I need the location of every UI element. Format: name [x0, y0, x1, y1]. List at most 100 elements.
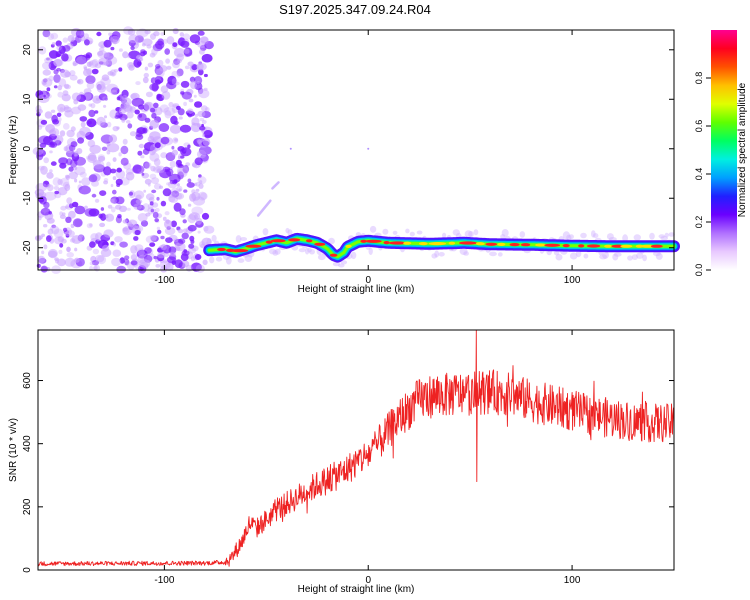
noise-blob — [149, 201, 154, 206]
noise-blob — [57, 117, 62, 122]
noise-blob — [147, 62, 154, 68]
noise-blob — [188, 243, 195, 249]
noise-blob — [63, 181, 70, 189]
signal-hotspot — [383, 241, 390, 245]
noise-blob — [79, 171, 87, 178]
noise-blob — [102, 96, 108, 101]
noise-blob — [81, 177, 91, 187]
halo-blob — [304, 247, 310, 255]
noise-blob — [110, 198, 117, 204]
noise-blob — [197, 87, 204, 95]
noise-blob — [87, 139, 96, 148]
halo-blob — [655, 252, 663, 260]
noise-blob — [149, 131, 161, 141]
noise-blob — [162, 188, 172, 197]
noise-blob — [190, 80, 197, 90]
signal-hotspot — [640, 244, 655, 248]
halo-blob — [653, 251, 661, 257]
noise-blob — [119, 241, 128, 248]
noise-blob — [91, 193, 97, 198]
noise-blob — [111, 31, 121, 40]
noise-blob — [149, 242, 156, 247]
signal-hotspot — [578, 244, 585, 248]
signal-hotspot — [231, 249, 249, 253]
noise-blob — [96, 116, 106, 126]
noise-blob — [159, 65, 168, 72]
noise-blob — [43, 94, 46, 98]
noise-blob — [189, 235, 195, 242]
x-tick-label: 100 — [564, 275, 581, 286]
halo-blob — [568, 234, 574, 240]
noise-blob — [178, 116, 183, 120]
noise-blob — [121, 117, 126, 123]
noise-blob — [135, 81, 141, 86]
halo-blob — [287, 229, 293, 237]
noise-blob — [160, 152, 168, 159]
x-tick-label: -100 — [154, 575, 174, 586]
noise-blob — [40, 119, 48, 125]
snr-frame — [37, 329, 675, 571]
noise-blob — [182, 219, 187, 224]
noise-blob — [196, 62, 204, 70]
noise-blob — [44, 111, 53, 119]
noise-blob — [49, 150, 53, 154]
halo-blob — [340, 260, 348, 265]
halo-blob — [262, 228, 269, 236]
noise-blob — [96, 84, 107, 93]
noise-blob — [194, 113, 199, 118]
noise-blob — [98, 93, 108, 101]
noise-blob — [203, 87, 208, 91]
noise-blob — [71, 92, 81, 102]
noise-blob — [159, 169, 172, 179]
signal-hotspot — [497, 242, 506, 246]
noise-blob — [118, 205, 128, 212]
noise-blob — [65, 205, 69, 209]
halo-blob — [562, 231, 571, 240]
colorbar-tick-label: 0.2 — [694, 216, 704, 229]
noise-blob — [74, 166, 78, 170]
halo-blob — [566, 234, 572, 241]
noise-blob — [69, 74, 78, 81]
halo-blob — [317, 254, 326, 261]
noise-blob — [105, 83, 119, 93]
noise-blob — [64, 183, 71, 192]
spectrogram-frame — [37, 29, 675, 271]
noise-blob — [113, 242, 116, 247]
noise-blob — [126, 207, 131, 211]
noise-blob — [156, 226, 161, 231]
noise-blob — [149, 173, 157, 180]
noise-blob — [65, 233, 70, 238]
noise-blob — [57, 103, 66, 113]
noise-blob — [92, 266, 98, 270]
noise-blob — [104, 115, 107, 119]
noise-blob — [197, 110, 206, 118]
signal-hotspot — [586, 244, 601, 248]
halo-blob — [350, 251, 357, 260]
noise-blob — [98, 57, 108, 66]
noise-blob — [40, 207, 51, 216]
noise-blob — [180, 88, 185, 93]
noise-blob — [199, 49, 205, 55]
noise-blob — [164, 211, 170, 216]
noise-blob — [203, 130, 213, 139]
noise-blob — [167, 75, 177, 86]
noise-blob — [60, 205, 67, 211]
noise-blob — [143, 102, 152, 111]
noise-blob — [144, 66, 149, 71]
y-tick-label: -10 — [22, 191, 33, 206]
noise-blobs — [32, 26, 215, 274]
noise-blob — [195, 217, 203, 225]
halo-blob — [237, 258, 245, 263]
noise-blob — [47, 228, 54, 235]
noise-blob — [36, 263, 41, 268]
noise-blob — [173, 120, 179, 125]
noise-blob — [42, 29, 51, 38]
noise-blob — [199, 117, 205, 122]
noise-blob — [171, 149, 178, 156]
noise-blob — [59, 214, 66, 219]
y-tick-label: 0 — [22, 146, 33, 152]
noise-blob — [194, 101, 203, 108]
noise-blob — [140, 220, 149, 227]
noise-blob — [156, 196, 160, 201]
noise-blob — [86, 82, 95, 90]
